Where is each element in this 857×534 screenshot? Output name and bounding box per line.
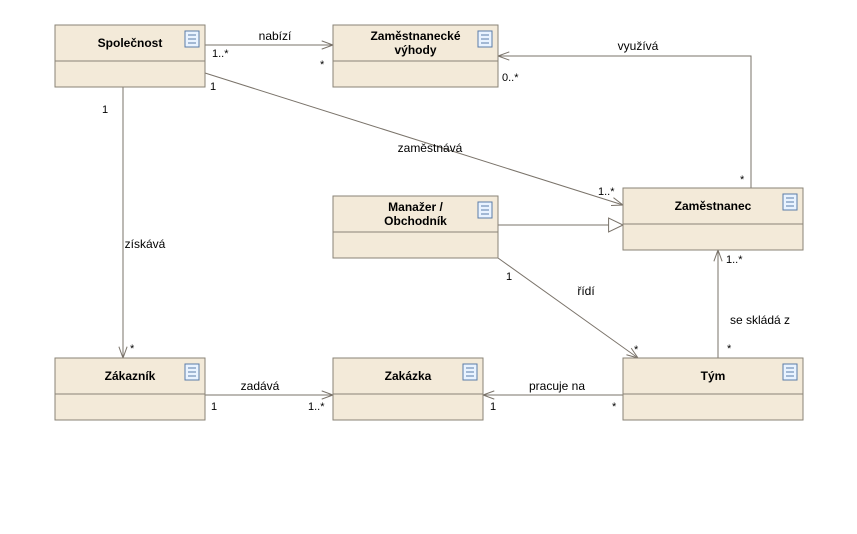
class-title-vyhody: výhody (394, 43, 436, 57)
edge-mult-vyuziva-0: 0..* (502, 72, 519, 84)
edge-mult-ridi-1: * (634, 344, 639, 356)
class-icon (463, 364, 477, 380)
edge-mult-vyuziva-1: * (740, 174, 745, 186)
edge-label-zadava: zadává (241, 379, 280, 393)
nodes-layer: SpolečnostZaměstnaneckévýhodyZaměstnanec… (55, 25, 803, 420)
edge-label-nabizi: nabízí (259, 29, 292, 43)
edge-mult-pracuje-0: 1 (490, 401, 496, 413)
edge-ridi (498, 258, 638, 358)
edge-label-zamestnava: zaměstnává (398, 141, 463, 155)
class-manazer: Manažer /Obchodník (333, 196, 498, 258)
edge-label-sklada: se skládá z (730, 313, 790, 327)
uml-class-diagram: nabízí 1..* * využívá 0..* * zaměstnává 1 1..* zí… (0, 0, 857, 534)
edge-mult-ridi-0: 1 (506, 271, 512, 283)
edge-label-ridi: řídí (577, 284, 595, 298)
edge-mult-zadava-0: 1 (211, 401, 217, 413)
class-zakaznik: Zákazník (55, 358, 205, 420)
edge-label-pracuje: pracuje na (529, 379, 585, 393)
edge-vyuziva (498, 56, 751, 188)
class-title-zakaznik: Zákazník (105, 369, 156, 383)
class-icon (185, 364, 199, 380)
class-icon (185, 31, 199, 47)
edge-mult-nabizi-0: 1..* (212, 48, 229, 60)
edge-mult-zadava-1: 1..* (308, 401, 325, 413)
class-icon (783, 364, 797, 380)
class-zakazka: Zakázka (333, 358, 483, 420)
class-title-vyhody: Zaměstnanecké (370, 29, 460, 43)
class-title-spolecnost: Společnost (98, 36, 163, 50)
class-vyhody: Zaměstnaneckévýhody (333, 25, 498, 87)
edge-mult-pracuje-1: * (612, 401, 617, 413)
edge-mult-sklada-0: 1..* (726, 254, 743, 266)
edge-label-ziskava: získává (125, 237, 166, 251)
class-zamestnanec: Zaměstnanec (623, 188, 803, 250)
edge-mult-ziskava-0: 1 (102, 104, 108, 116)
edge-mult-zamestnava-0: 1 (210, 81, 216, 93)
class-title-zakazka: Zakázka (385, 369, 432, 383)
edge-mult-ziskava-1: * (130, 343, 135, 355)
class-title-manazer: Obchodník (384, 214, 447, 228)
class-icon (783, 194, 797, 210)
edge-label-vyuziva: využívá (618, 39, 659, 53)
edge-mult-zamestnava-1: 1..* (598, 186, 615, 198)
class-title-tym: Tým (701, 369, 726, 383)
class-title-manazer: Manažer / (388, 200, 443, 214)
class-tym: Tým (623, 358, 803, 420)
class-icon (478, 202, 492, 218)
class-spolecnost: Společnost (55, 25, 205, 87)
edge-mult-nabizi-1: * (320, 59, 325, 71)
class-title-zamestnanec: Zaměstnanec (675, 199, 752, 213)
edge-mult-sklada-1: * (727, 343, 732, 355)
class-icon (478, 31, 492, 47)
edge-zamestnava (205, 73, 623, 205)
